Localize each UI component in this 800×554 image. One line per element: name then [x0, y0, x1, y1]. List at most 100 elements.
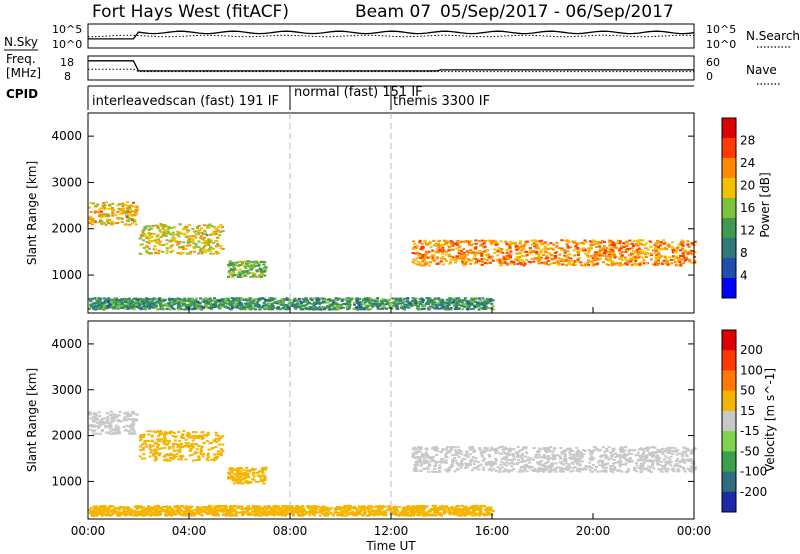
scatter-cell [494, 448, 498, 451]
scatter-cell [88, 428, 92, 431]
scatter-cell [228, 477, 232, 480]
scatter-cell [638, 454, 642, 457]
scatter-cell [267, 302, 271, 305]
scatter-cell [210, 442, 214, 445]
scatter-cell [142, 302, 146, 305]
scatter-cell [635, 243, 639, 246]
scatter-cell [122, 211, 126, 214]
scatter-cell [415, 257, 419, 260]
scatter-cell [106, 221, 110, 224]
scatter-cell [597, 250, 601, 253]
scatter-cell [187, 240, 191, 243]
scatter-cell [428, 463, 432, 466]
scatter-cell [332, 306, 336, 309]
scatter-cell [431, 455, 435, 458]
scatter-cell [199, 247, 203, 250]
scatter-cell [264, 466, 268, 469]
scatter-cell [601, 446, 605, 449]
scatter-cell [287, 303, 291, 306]
scatter-cell [255, 275, 259, 278]
scatter-cell [91, 217, 95, 220]
scatter-cell [199, 450, 203, 453]
scatter-cell [111, 303, 115, 306]
scatter-cell [115, 432, 119, 435]
scatter-cell [415, 304, 419, 307]
scatter-cell [547, 465, 551, 468]
scatter-cell [259, 478, 263, 481]
scatter-cell [194, 237, 198, 240]
scatter-cell [176, 252, 180, 255]
scatter-cell [223, 305, 227, 308]
scatter-cell [546, 259, 550, 262]
scatter-cell [95, 302, 99, 305]
scatter-cell [564, 460, 568, 463]
y-tick-label: 4000 [51, 129, 82, 143]
scatter-cell [126, 210, 130, 213]
scatter-cell [106, 305, 110, 308]
scatter-cell [500, 458, 504, 461]
scatter-cell [630, 247, 634, 250]
scatter-cell [128, 304, 132, 307]
scatter-cell [142, 436, 146, 439]
scatter-cell [562, 458, 566, 461]
scatter-cell [544, 250, 548, 253]
scatter-cell [324, 298, 328, 301]
scatter-cell [460, 464, 464, 467]
scatter-cell [413, 457, 417, 460]
scatter-cell [330, 303, 334, 306]
scatter-cell [229, 268, 233, 271]
scatter-cell [400, 304, 404, 307]
scatter-cell [681, 455, 685, 458]
scatter-cell [251, 473, 255, 476]
scatter-cell [385, 307, 389, 310]
scatter-cell [209, 239, 213, 242]
scatter-cell [523, 255, 527, 258]
scatter-cell [538, 469, 542, 472]
scatter-cell [246, 260, 250, 263]
scatter-cell [425, 454, 429, 457]
scatter-cell [475, 259, 479, 262]
scatter-cell [172, 299, 176, 302]
scatter-cell [110, 211, 114, 214]
scatter-cell [581, 467, 585, 470]
scatter-cell [181, 455, 185, 458]
scatter-cell [246, 302, 250, 305]
scatter-cell [129, 425, 133, 428]
freq-left-label: Freq. [6, 52, 36, 66]
scatter-cell [207, 303, 211, 306]
scatter-cell [245, 262, 249, 265]
scatter-cell [654, 246, 658, 249]
scatter-cell [497, 452, 501, 455]
scatter-cell [214, 437, 218, 440]
scatter-cell [684, 453, 688, 456]
scatter-cell [230, 276, 234, 279]
scatter-cell [212, 458, 216, 461]
scatter-cell [134, 223, 138, 226]
scatter-cell [240, 473, 244, 476]
scatter-cell [484, 449, 488, 452]
scatter-cell [171, 297, 175, 300]
scatter-cell [496, 259, 500, 262]
scatter-cell [234, 268, 238, 271]
scatter-cell [625, 248, 629, 251]
scatter-cell [500, 248, 504, 251]
scatter-cell [441, 263, 445, 266]
scatter-cell [149, 252, 153, 255]
scatter-cell [686, 252, 690, 255]
scatter-cell [456, 301, 460, 304]
scatter-cell [665, 260, 669, 263]
scatter-cell [261, 297, 265, 300]
scatter-cell [132, 430, 136, 433]
scatter-cell [451, 458, 455, 461]
scatter-cell [438, 470, 442, 473]
scatter-cell [262, 270, 266, 273]
scatter-cell [124, 428, 128, 431]
scatter-cell [621, 463, 625, 466]
scatter-cell [141, 231, 145, 234]
nave-label: Nave [746, 63, 777, 77]
scatter-cell [574, 245, 578, 248]
scatter-cell [540, 261, 544, 264]
scatter-cell [577, 242, 581, 245]
scatter-cell [459, 255, 463, 258]
